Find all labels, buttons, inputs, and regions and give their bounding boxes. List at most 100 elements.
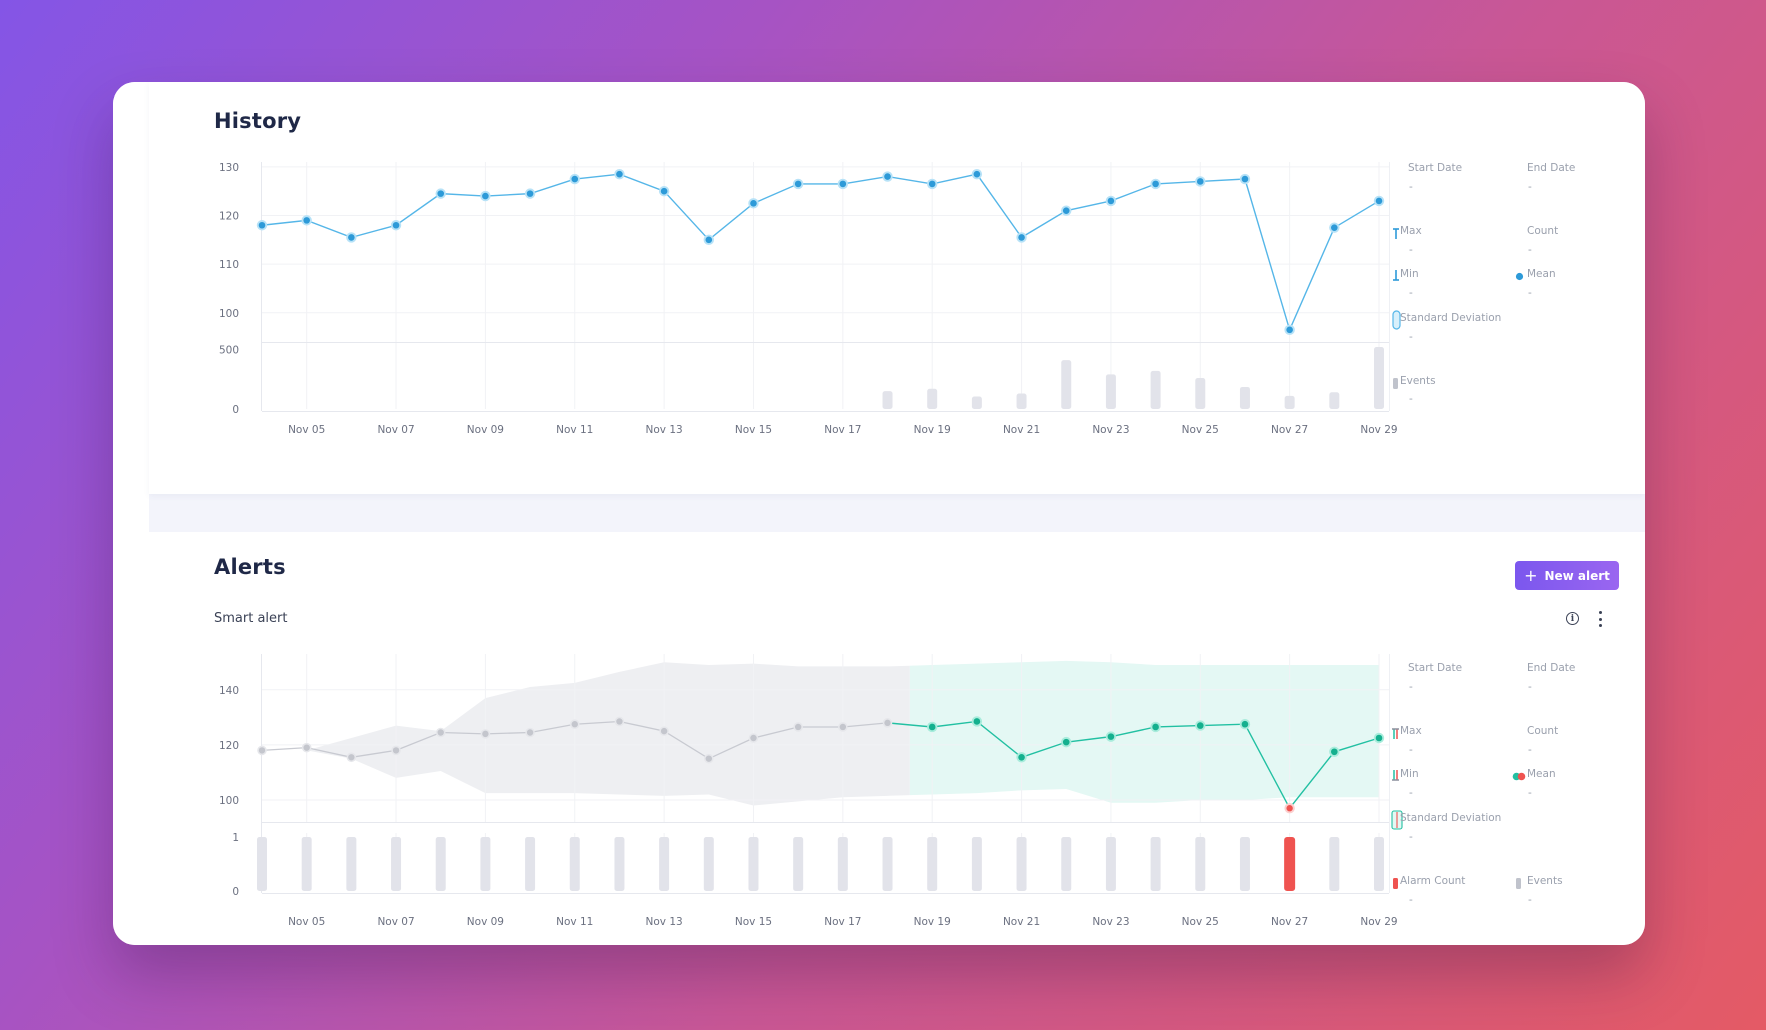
event-bar xyxy=(1195,378,1206,409)
alert-max-icon xyxy=(1392,728,1399,739)
legend-mean-value: - xyxy=(1528,287,1532,299)
history-panel: History 100 110 120 130 0 500 Nov 05 Nov 07 No… xyxy=(149,82,1645,494)
event-bar xyxy=(391,837,402,891)
x-tick-label: Nov 29 xyxy=(1360,424,1397,436)
legend-count-value: - xyxy=(1528,244,1532,256)
mean-icon xyxy=(1515,272,1524,281)
y-tick-label: 100 xyxy=(219,795,239,807)
legend-std-label: Standard Deviation xyxy=(1400,312,1502,324)
alerts-legend: Start Date - End Date - Max - Count - Mi… xyxy=(149,532,1645,945)
data-point xyxy=(1196,178,1204,185)
more-vertical-icon[interactable] xyxy=(1595,611,1605,627)
events-icon xyxy=(1393,378,1398,389)
data-point xyxy=(839,723,847,731)
data-point xyxy=(705,755,712,762)
y-tick-label: 140 xyxy=(219,685,239,697)
event-bar xyxy=(301,837,312,891)
new-alert-button[interactable]: + New alert xyxy=(1515,561,1619,590)
data-point xyxy=(1018,234,1025,241)
data-point xyxy=(437,190,445,197)
y-tick-label: 100 xyxy=(219,308,239,320)
legend-max-value: - xyxy=(1409,244,1413,256)
event-bar xyxy=(614,837,625,891)
data-point xyxy=(258,221,266,229)
legend-count-label: Count xyxy=(1527,225,1559,237)
left-strip xyxy=(113,82,149,945)
data-point xyxy=(794,723,802,731)
data-point xyxy=(303,744,310,751)
data-point xyxy=(1331,224,1338,231)
alerts-title: Alerts xyxy=(214,555,286,579)
data-point xyxy=(1107,197,1115,205)
data-point xyxy=(928,180,936,188)
x-tick-label: Nov 13 xyxy=(646,424,683,436)
data-point xyxy=(1331,748,1338,756)
data-point xyxy=(616,718,623,725)
data-point xyxy=(258,747,266,754)
event-bar xyxy=(1016,837,1027,891)
data-point xyxy=(884,173,891,180)
data-point xyxy=(348,234,355,241)
data-point xyxy=(1152,723,1159,731)
event-bar xyxy=(1150,837,1161,891)
data-point xyxy=(1375,734,1383,742)
data-point xyxy=(705,236,713,244)
data-point xyxy=(1196,722,1204,729)
alert-legend-std-label: Standard Deviation xyxy=(1400,812,1502,824)
event-bar xyxy=(1239,837,1250,891)
alert-legend-start-date-value: - xyxy=(1409,681,1413,693)
legend-events-label: Events xyxy=(1400,375,1436,387)
data-point xyxy=(482,192,489,200)
y-tick-label: 110 xyxy=(219,259,239,271)
prediction-band xyxy=(909,660,1379,803)
data-point xyxy=(437,729,444,736)
event-bar xyxy=(748,837,759,891)
data-point xyxy=(660,727,668,735)
alerts-chart[interactable]: 100 120 140 0 1 Nov 05 Nov 07 Nov 09 Nov 11 Nov… xyxy=(149,532,1645,945)
legend-mean-label: Mean xyxy=(1527,268,1556,280)
alert-legend-max-value: - xyxy=(1409,744,1413,756)
new-alert-label: New alert xyxy=(1544,568,1610,583)
x-tick-label: Nov 17 xyxy=(824,916,861,928)
event-bar xyxy=(1105,374,1116,409)
event-bar xyxy=(971,396,982,409)
event-bar xyxy=(435,837,446,891)
info-icon[interactable]: i xyxy=(1566,612,1579,625)
x-tick-label: Nov 11 xyxy=(556,424,593,436)
alert-legend-count-value: - xyxy=(1528,744,1532,756)
plus-icon: + xyxy=(1524,565,1538,585)
data-point xyxy=(348,754,355,761)
y-tick-label: 120 xyxy=(219,740,239,752)
data-point xyxy=(839,180,847,188)
legend-min-label: Min xyxy=(1400,268,1419,280)
alert-min-icon xyxy=(1392,770,1399,781)
x-tick-label: Nov 17 xyxy=(824,424,861,436)
max-icon xyxy=(1393,228,1399,239)
y-tick-label: 130 xyxy=(219,162,239,174)
event-bar xyxy=(793,837,804,891)
x-tick-label: Nov 27 xyxy=(1271,916,1308,928)
x-tick-label: Nov 15 xyxy=(735,424,772,436)
event-bar xyxy=(927,837,938,891)
alert-legend-min-label: Min xyxy=(1400,768,1419,780)
x-tick-label: Nov 07 xyxy=(377,916,414,928)
bar-y-tick-label: 500 xyxy=(219,344,239,356)
legend-start-date-value: - xyxy=(1409,181,1413,193)
x-tick-label: Nov 21 xyxy=(1003,424,1040,436)
data-point xyxy=(973,170,981,178)
dashboard-window: History 100 110 120 130 0 500 Nov 05 Nov 07 No… xyxy=(113,82,1645,945)
event-bar xyxy=(569,837,580,891)
event-bar xyxy=(257,837,267,891)
event-bar xyxy=(927,388,938,409)
x-tick-label: Nov 15 xyxy=(735,916,772,928)
legend-events-value: - xyxy=(1409,393,1413,405)
alert-legend-max-label: Max xyxy=(1400,725,1422,737)
alert-legend-events-value: - xyxy=(1528,894,1532,906)
history-chart[interactable]: 100 110 120 130 0 500 Nov 05 Nov 07 Nov 09 Nov … xyxy=(149,82,1645,494)
alert-legend-alarm-count-value: - xyxy=(1409,894,1413,906)
data-point xyxy=(1018,753,1025,761)
prediction-line xyxy=(887,720,1380,810)
std-deviation-icon xyxy=(1392,310,1401,330)
history-legend: Start Date - End Date - Max - Count - Mi… xyxy=(149,82,1645,494)
alert-std-deviation-icon xyxy=(1391,810,1403,830)
